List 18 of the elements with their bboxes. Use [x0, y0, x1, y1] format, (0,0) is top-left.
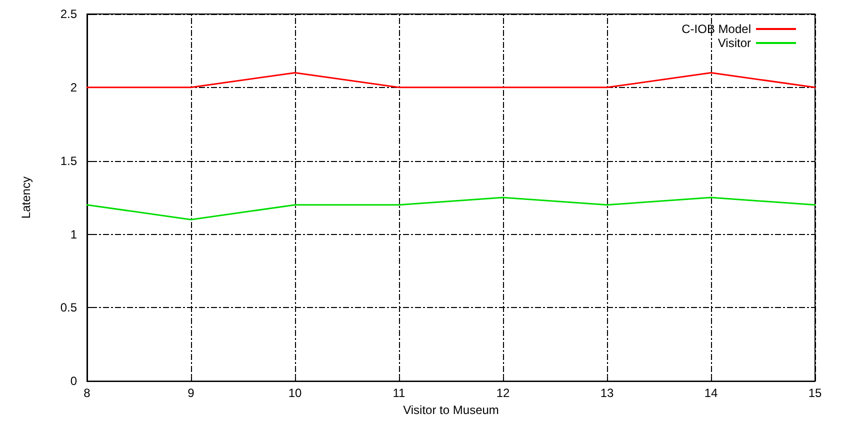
legend-label: C-IOB Model	[682, 22, 751, 36]
x-tick-label: 13	[600, 386, 614, 400]
y-tick-label: 1.5	[60, 154, 78, 168]
x-tick-label: 14	[704, 386, 718, 400]
x-tick-label: 12	[496, 386, 510, 400]
y-tick-label: 0	[70, 374, 78, 388]
y-axis-title: Latency	[19, 176, 33, 219]
x-tick-label: 10	[288, 386, 302, 400]
y-tick-label: 1	[70, 227, 78, 242]
y-tick-label: 0.5	[60, 300, 78, 315]
x-tick-label: 15	[808, 386, 822, 400]
y-tick-label: 2.5	[60, 7, 78, 21]
legend-label: Visitor	[718, 36, 751, 50]
x-axis-title: Visitor to Museum	[403, 403, 499, 417]
x-tick-label: 11	[392, 386, 406, 400]
x-tick-label: 8	[84, 386, 91, 400]
x-tick-label: 9	[188, 386, 195, 400]
y-tick-label: 2	[70, 80, 78, 94]
